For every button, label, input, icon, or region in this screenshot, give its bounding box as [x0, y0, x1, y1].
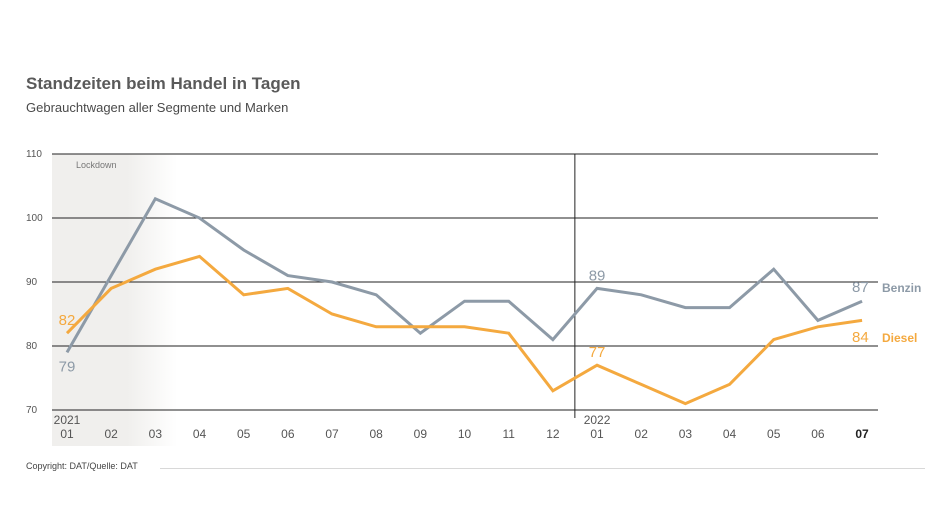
- x-tick-label: 04: [193, 427, 207, 441]
- x-tick-label: 01: [60, 427, 74, 441]
- x-tick-label: 03: [679, 427, 693, 441]
- x-tick-label: 03: [149, 427, 163, 441]
- x-tick-label: 09: [414, 427, 428, 441]
- data-label: 84: [852, 329, 869, 346]
- x-tick-label: 05: [237, 427, 251, 441]
- x-tick-label: 10: [458, 427, 472, 441]
- x-tick-label: 08: [370, 427, 384, 441]
- data-label: 77: [589, 344, 606, 361]
- y-tick-label: 70: [26, 405, 38, 416]
- y-tick-label: 100: [26, 213, 43, 224]
- x-tick-label: 01: [590, 427, 604, 441]
- legend-benzin: Benzin: [882, 281, 921, 295]
- y-tick-label: 80: [26, 341, 38, 352]
- chart-title: Standzeiten beim Handel in Tagen: [26, 74, 301, 93]
- x-tick-label: 02: [635, 427, 649, 441]
- y-tick-label: 110: [26, 149, 42, 160]
- x-tick-label: 04: [723, 427, 737, 441]
- data-label: 82: [59, 312, 76, 329]
- x-tick-label: 12: [546, 427, 560, 441]
- x-tick-label: 07: [855, 427, 869, 441]
- x-tick-label: 07: [325, 427, 339, 441]
- year-label: 2022: [584, 413, 611, 427]
- data-label: 87: [852, 279, 869, 296]
- series-line-diesel: [65, 254, 863, 406]
- chart-subtitle: Gebrauchtwagen aller Segmente und Marken: [26, 100, 289, 115]
- x-tick-label: 02: [104, 427, 118, 441]
- x-tick-label: 11: [502, 427, 515, 441]
- x-tick-label: 05: [767, 427, 781, 441]
- legend-diesel: Diesel: [882, 331, 917, 345]
- lockdown-label: Lockdown: [76, 160, 117, 170]
- data-label: 79: [59, 358, 76, 375]
- x-tick-label: 06: [281, 427, 295, 441]
- year-label: 2021: [54, 413, 81, 427]
- footer-divider: [160, 468, 925, 469]
- y-tick-label: 90: [26, 277, 38, 288]
- data-label: 89: [589, 267, 606, 284]
- series-line-benzin: [65, 196, 863, 354]
- x-tick-label: 06: [811, 427, 825, 441]
- copyright-text: Copyright: DAT/Quelle: DAT: [26, 461, 138, 471]
- lockdown-shade: [52, 154, 178, 446]
